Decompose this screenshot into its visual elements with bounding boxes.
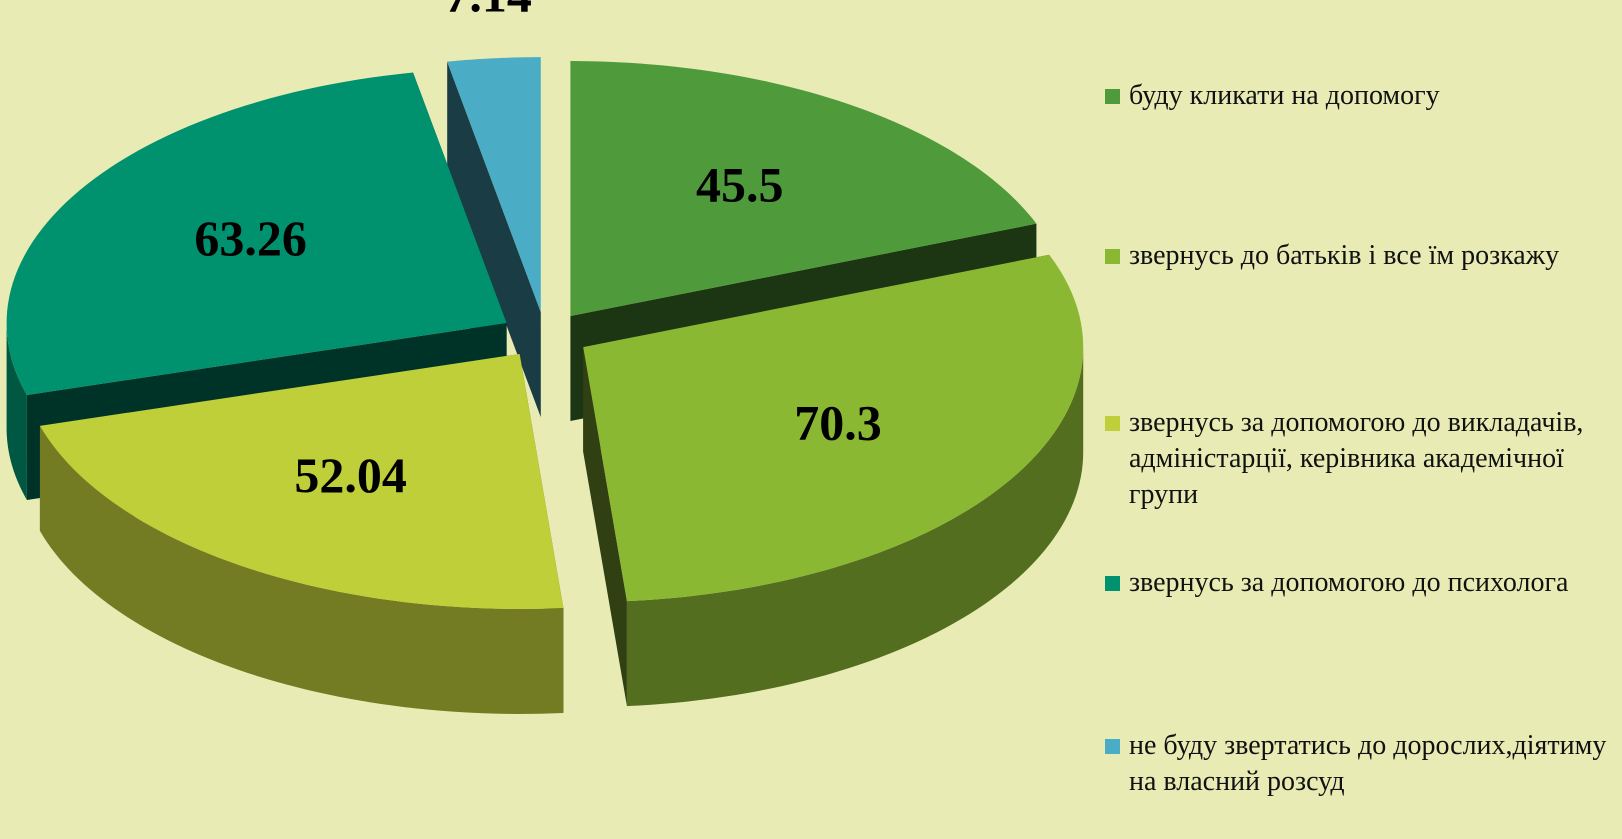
legend-swatch: [1105, 739, 1120, 754]
slice-side: [39, 425, 564, 714]
legend-item: буду кликати на допомогу: [1105, 78, 1620, 114]
legend-swatch: [1105, 89, 1120, 104]
legend-label: не буду звертатись до дорослих,діятиму н…: [1129, 730, 1607, 797]
legend-label: звернусь до батьків і все їм розкажу: [1129, 240, 1560, 271]
legend-swatch: [1105, 249, 1120, 264]
slice: [39, 353, 564, 609]
slice-side: [6, 323, 27, 500]
slice: [570, 61, 1037, 317]
legend-item: звернусь до батьків і все їм розкажу: [1105, 238, 1620, 274]
legend-label: звернусь за допомогою до викладачів, адм…: [1129, 407, 1584, 510]
legend-label: звернусь за допомогою до психолога: [1129, 567, 1569, 598]
slice: [447, 57, 541, 418]
slice: [447, 57, 541, 313]
slice: [583, 254, 1084, 602]
slice-side: [583, 347, 627, 707]
slice: [6, 72, 507, 395]
legend-item: звернусь за допомогою до викладачів, адм…: [1105, 405, 1620, 513]
legend-item: звернусь за допомогою до психолога: [1105, 565, 1620, 601]
pie-area: 45.5 70.3 52.04 63.26 7.14: [6, 0, 1084, 714]
data-label: 52.04: [294, 447, 407, 503]
slice: [39, 353, 564, 714]
legend-label: буду кликати на допомогу: [1129, 80, 1440, 111]
legend-item: не буду звертатись до дорослих,діятиму н…: [1105, 728, 1620, 800]
data-label: 63.26: [194, 210, 307, 266]
data-label: 70.3: [794, 394, 882, 450]
slice-side: [447, 61, 541, 418]
slice: [583, 254, 1084, 707]
data-label: 7.14: [444, 0, 532, 22]
legend-swatch: [1105, 576, 1120, 591]
slice-side: [626, 347, 1084, 707]
legend-swatch: [1105, 416, 1120, 431]
data-label: 45.5: [696, 156, 784, 212]
